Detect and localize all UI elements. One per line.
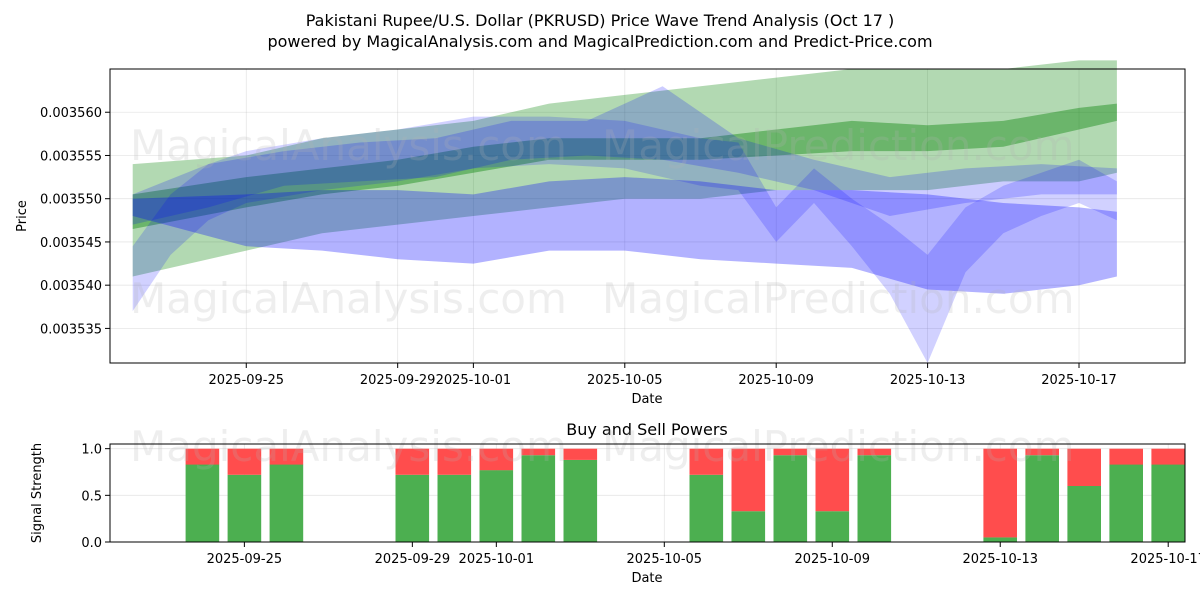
- price-y-tick-label: 0.003540: [40, 279, 102, 294]
- sell-bar: [983, 448, 1017, 538]
- chart-title-line1: Pakistani Rupee/U.S. Dollar (PKRUSD) Pri…: [306, 11, 895, 30]
- signal-y-tick-label: 1.0: [81, 443, 102, 458]
- buy-bar: [521, 455, 556, 542]
- watermark-analysis-top: MagicalAnalysis.com: [130, 121, 567, 170]
- price-x-tick-label: 2025-10-13: [890, 373, 966, 388]
- price-y-axis: 0.003535 0.003540 0.003545 0.003550 0.003555…: [40, 106, 110, 337]
- sell-bar: [773, 448, 808, 456]
- signal-plot-frame: [109, 443, 1186, 543]
- sell-bar: [269, 448, 304, 465]
- price-y-label: Price: [15, 200, 30, 232]
- price-y-tick-label: 0.003535: [40, 322, 102, 337]
- signal-x-label: Date: [631, 571, 662, 586]
- buy-bar: [1151, 464, 1185, 542]
- signal-x-axis: 2025-09-25 2025-09-29 2025-10-01 2025-10-05…: [207, 542, 1200, 567]
- buy-bar: [731, 511, 766, 542]
- price-y-tick-label: 0.003550: [40, 193, 102, 208]
- watermark-prediction-top: MagicalPrediction.com: [602, 121, 1075, 170]
- sell-bar: [437, 448, 472, 475]
- sell-bar: [521, 448, 556, 456]
- sell-bar: [1109, 448, 1143, 465]
- sell-bar: [479, 448, 514, 471]
- chart-title-line2: powered by MagicalAnalysis.com and Magic…: [267, 32, 932, 51]
- price-plot-frame: [109, 68, 1186, 364]
- price-grid: [110, 69, 1185, 363]
- sell-bar: [1067, 448, 1101, 486]
- signal-panel: Buy and Sell Powers MagicalAnalysis.com …: [30, 420, 1200, 586]
- buy-bar: [227, 474, 262, 542]
- price-panel: MagicalAnalysis.com MagicalPrediction.co…: [15, 60, 1186, 407]
- signal-title: Buy and Sell Powers: [566, 420, 728, 439]
- price-band: [132, 116, 1117, 363]
- watermark-analysis-mid: MagicalAnalysis.com: [130, 274, 567, 323]
- sell-bar: [857, 448, 892, 456]
- buy-bar: [437, 474, 472, 542]
- buy-bar: [479, 470, 514, 542]
- signal-x-tick-label: 2025-10-01: [459, 552, 535, 567]
- buy-bar: [1067, 486, 1101, 542]
- sell-bar: [185, 448, 220, 465]
- sell-bar: [731, 448, 766, 512]
- price-band: [132, 60, 1117, 277]
- signal-x-tick-label: 2025-10-13: [962, 552, 1038, 567]
- signal-y-label: Signal Strength: [30, 443, 45, 543]
- buy-bar: [983, 537, 1017, 542]
- price-x-tick-label: 2025-10-17: [1041, 373, 1117, 388]
- signal-x-tick-label: 2025-10-17: [1130, 552, 1200, 567]
- buy-bar: [1025, 455, 1059, 542]
- watermark-analysis-bottom: MagicalAnalysis.com: [130, 422, 567, 471]
- buy-bar: [815, 511, 850, 542]
- buy-bar: [563, 459, 598, 542]
- sell-bar: [815, 448, 850, 512]
- buy-bar: [185, 464, 220, 542]
- buy-bar: [1109, 464, 1143, 542]
- buy-bar: [395, 474, 430, 542]
- buy-bar: [269, 464, 304, 542]
- signal-y-axis: 0.0 0.5 1.0: [81, 443, 110, 551]
- signal-x-tick-label: 2025-10-05: [627, 552, 703, 567]
- price-x-tick-label: 2025-10-05: [587, 373, 663, 388]
- price-y-tick-label: 0.003560: [40, 106, 102, 121]
- signal-x-tick-label: 2025-09-25: [207, 552, 283, 567]
- price-band: [132, 86, 1117, 225]
- sell-bar: [395, 448, 430, 475]
- price-x-label: Date: [631, 392, 662, 407]
- price-x-tick-label: 2025-09-25: [208, 373, 284, 388]
- price-x-tick-label: 2025-10-01: [436, 373, 512, 388]
- sell-bar: [1025, 448, 1059, 456]
- signal-x-tick-label: 2025-10-09: [794, 552, 870, 567]
- sell-bar: [1151, 448, 1185, 465]
- price-x-tick-label: 2025-09-29: [360, 373, 436, 388]
- buy-bar: [857, 455, 892, 542]
- buy-bar: [689, 474, 724, 542]
- signal-y-tick-label: 0.0: [81, 536, 102, 551]
- price-y-tick-label: 0.003545: [40, 236, 102, 251]
- price-band: [132, 103, 1117, 229]
- price-band: [132, 177, 1117, 294]
- price-x-axis: 2025-09-25 2025-09-29 2025-10-01 2025-10-05…: [208, 363, 1117, 388]
- watermark-prediction-mid: MagicalPrediction.com: [602, 274, 1075, 323]
- sell-bar: [563, 448, 598, 460]
- sell-bar: [227, 448, 262, 475]
- watermark-prediction-bottom: MagicalPrediction.com: [602, 422, 1075, 471]
- sell-bar: [689, 448, 724, 475]
- price-y-tick-label: 0.003555: [40, 149, 102, 164]
- signal-bars: [185, 448, 1185, 542]
- buy-bar: [773, 455, 808, 542]
- signal-y-tick-label: 0.5: [81, 489, 102, 504]
- signal-x-tick-label: 2025-09-29: [375, 552, 451, 567]
- price-x-tick-label: 2025-10-09: [738, 373, 814, 388]
- price-bands: [132, 60, 1117, 363]
